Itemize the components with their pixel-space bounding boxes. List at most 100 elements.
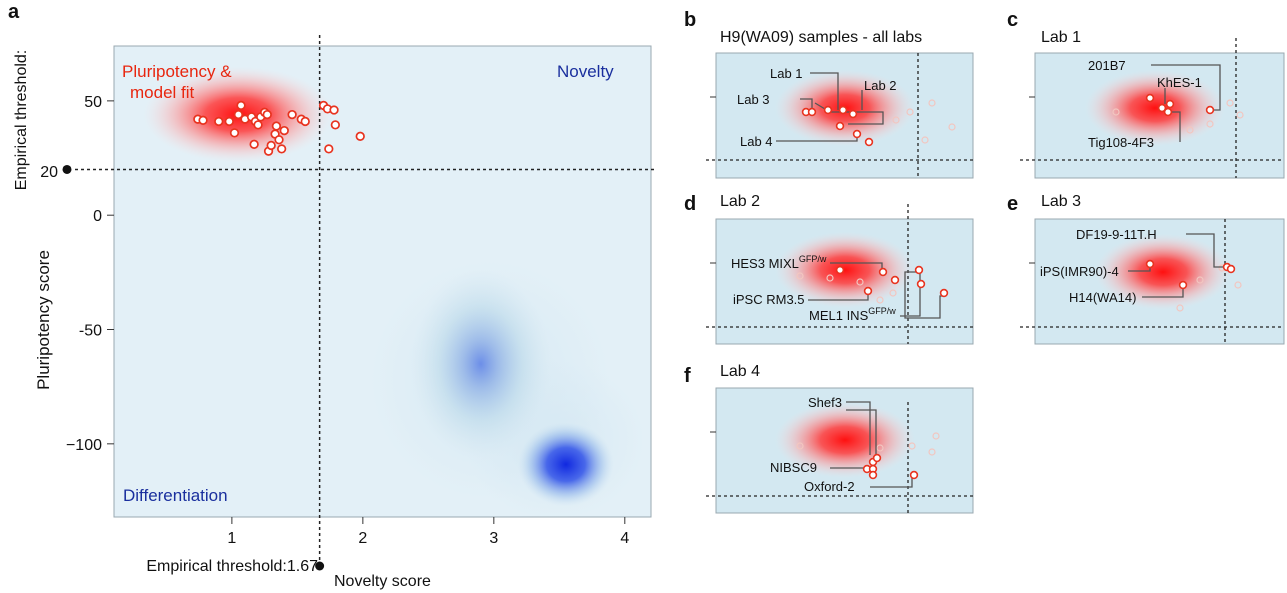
faint-point [889, 289, 897, 297]
density-layer [143, 66, 645, 517]
faint-point [796, 272, 804, 280]
panel-d: d Lab 2 HES3 MIXLGFP/w iPSC RM3.5 MEL1 I… [684, 193, 974, 345]
data-point [233, 109, 244, 120]
scatter-points [193, 100, 365, 156]
x-tick-label: 2 [358, 530, 367, 547]
label-leader [1142, 286, 1184, 298]
sample-point [878, 267, 888, 277]
label-superscript: GFP/w [799, 254, 827, 264]
sample-point [852, 129, 862, 139]
sample-label: iPS(IMR90)-4 [1040, 264, 1119, 279]
sample-label: iPSC RM3.5 [733, 292, 805, 307]
sample-point [835, 121, 845, 131]
label-leader [846, 409, 877, 458]
data-point [262, 109, 272, 120]
sample-label: Lab 4 [740, 134, 773, 149]
data-point [249, 139, 259, 149]
region-label-pluripotency: model fit [130, 83, 195, 102]
label-leader [1151, 64, 1221, 111]
panel-title: H9(WA09) samples - all labs [720, 29, 922, 46]
sample-point [1145, 93, 1155, 103]
sample-label: Tig108-4F3 [1088, 135, 1154, 150]
faint-point [1226, 99, 1234, 107]
sample-point [848, 109, 858, 119]
y-tick-label: -50 [79, 323, 102, 340]
sample-label: Shef3 [808, 395, 842, 410]
faint-point [1234, 281, 1242, 289]
sample-label: NIBSC9 [770, 460, 817, 475]
panel-letter: c [1007, 9, 1018, 31]
density-peak-differentiated [517, 422, 614, 507]
panel-c: c Lab 1 201B7 KhES-1 Tig108-4F3 [1007, 9, 1285, 179]
sample-point [823, 105, 833, 115]
threshold-label-x: Empirical threshold:1.67 [146, 558, 318, 575]
sample-point [914, 265, 924, 275]
sample-point [868, 470, 878, 480]
sample-point [890, 275, 900, 285]
sample-point [1163, 107, 1173, 117]
y-axis-label: Pluripotency score [34, 250, 53, 390]
sample-label: Lab 2 [864, 78, 897, 93]
label-leader [800, 98, 813, 112]
panel-letter: d [684, 193, 696, 215]
sample-point [872, 453, 882, 463]
panel-letter: e [1007, 193, 1018, 215]
density-peak-novel [410, 268, 551, 459]
sample-label: 201B7 [1088, 58, 1126, 73]
region-label-differentiation: Differentiation [123, 486, 228, 505]
sample-point [1145, 259, 1155, 269]
data-point [253, 120, 263, 130]
panel-b: b H9(WA09) samples - all labs Lab 1 Lab … [684, 9, 974, 179]
x-tick-label: 3 [489, 530, 498, 547]
y-tick-label: 0 [93, 208, 102, 225]
region-label-pluripotency: Pluripotency & [122, 62, 232, 81]
sample-point [916, 279, 926, 289]
x-tick-label: 1 [227, 530, 236, 547]
sample-point [1226, 264, 1236, 274]
data-point [329, 105, 339, 115]
sample-point [939, 288, 949, 298]
label-superscript: GFP/w [868, 306, 896, 316]
data-point [214, 116, 224, 127]
threshold-marker [62, 164, 72, 174]
faint-point [1206, 120, 1214, 128]
label-text: MEL1 INS [809, 308, 869, 323]
y-tick-label: 50 [84, 94, 102, 111]
faint-point [1112, 108, 1120, 116]
faint-point [948, 123, 956, 131]
sample-label: Lab 3 [737, 92, 770, 107]
faint-point [796, 442, 804, 450]
panel-letter: f [684, 365, 691, 387]
y-tick-label: −100 [66, 437, 102, 454]
faint-point [1176, 304, 1184, 312]
data-point [279, 125, 289, 136]
sample-point [835, 265, 845, 275]
sample-point [1157, 103, 1167, 113]
threshold-value-y: 20 [40, 164, 58, 181]
faint-point [921, 136, 929, 144]
data-point [266, 140, 276, 151]
sample-point [1178, 280, 1188, 290]
faint-point [1186, 126, 1194, 134]
data-point [287, 109, 297, 120]
region-label-novelty: Novelty [557, 62, 614, 81]
x-tick-label: 4 [620, 530, 629, 547]
sample-point [864, 137, 874, 147]
label-leader [1186, 233, 1228, 268]
density-peak [1095, 234, 1231, 310]
density-peak [775, 232, 915, 308]
panel-letter: b [684, 9, 696, 31]
faint-point [876, 296, 884, 304]
sample-label: H14(WA14) [1069, 290, 1136, 305]
sample-point [807, 107, 817, 117]
data-point [271, 121, 282, 131]
x-axis-label: Novelty score [334, 573, 431, 590]
panel-letter: a [8, 1, 20, 23]
axes: 50 0 -50 −100 1 2 3 4 [66, 94, 629, 547]
data-point [300, 116, 310, 127]
label-leader [846, 401, 871, 455]
label-text: HES3 MIXL [731, 256, 799, 271]
faint-point [1236, 111, 1244, 119]
sample-point [863, 286, 873, 296]
